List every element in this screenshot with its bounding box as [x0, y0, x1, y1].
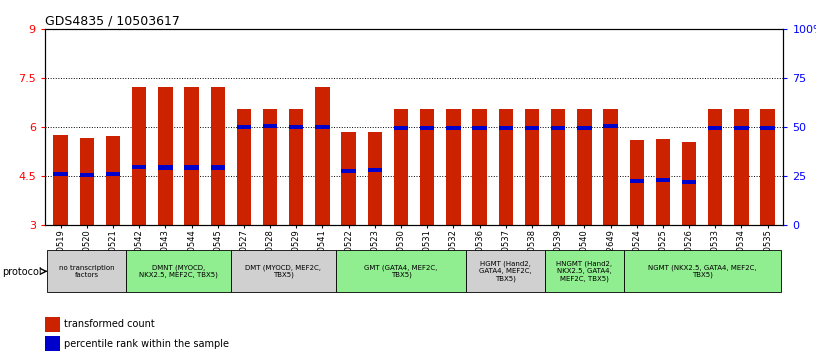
Bar: [629, 140, 644, 225]
Bar: [158, 166, 172, 170]
Bar: [603, 124, 618, 128]
Bar: [420, 109, 434, 225]
Bar: [106, 136, 120, 225]
Bar: [126, 250, 231, 292]
Bar: [734, 126, 748, 130]
Bar: [467, 250, 545, 292]
Bar: [45, 317, 60, 332]
Bar: [761, 109, 775, 225]
Bar: [263, 109, 277, 225]
Bar: [394, 126, 408, 130]
Bar: [446, 126, 460, 130]
Bar: [315, 87, 330, 225]
Text: HNGMT (Hand2,
NKX2.5, GATA4,
MEF2C, TBX5): HNGMT (Hand2, NKX2.5, GATA4, MEF2C, TBX5…: [557, 261, 612, 282]
Bar: [211, 166, 225, 170]
Bar: [545, 250, 623, 292]
Bar: [551, 126, 565, 130]
Text: percentile rank within the sample: percentile rank within the sample: [64, 339, 228, 349]
Text: GMT (GATA4, MEF2C,
TBX5): GMT (GATA4, MEF2C, TBX5): [364, 264, 437, 278]
Bar: [708, 109, 722, 225]
Bar: [420, 126, 434, 130]
Bar: [45, 336, 60, 351]
Bar: [53, 172, 68, 176]
Bar: [577, 109, 592, 225]
Bar: [335, 250, 467, 292]
Text: no transcription
factors: no transcription factors: [59, 265, 114, 278]
Bar: [315, 125, 330, 129]
Bar: [132, 87, 146, 225]
Bar: [341, 132, 356, 225]
Text: transformed count: transformed count: [64, 319, 154, 329]
Text: NGMT (NKX2.5, GATA4, MEF2C,
TBX5): NGMT (NKX2.5, GATA4, MEF2C, TBX5): [648, 264, 756, 278]
Bar: [472, 126, 487, 130]
Bar: [446, 109, 460, 225]
Bar: [623, 250, 781, 292]
Text: DMT (MYOCD, MEF2C,
TBX5): DMT (MYOCD, MEF2C, TBX5): [245, 264, 322, 278]
Bar: [263, 124, 277, 128]
Bar: [368, 168, 382, 172]
Bar: [80, 173, 94, 177]
Bar: [158, 87, 172, 225]
Bar: [761, 126, 775, 130]
Bar: [656, 178, 670, 182]
Bar: [708, 126, 722, 130]
Bar: [237, 125, 251, 129]
Bar: [184, 87, 199, 225]
Bar: [106, 172, 120, 176]
Bar: [341, 169, 356, 173]
Bar: [289, 125, 304, 129]
Bar: [525, 126, 539, 130]
Bar: [656, 139, 670, 225]
Bar: [289, 109, 304, 225]
Bar: [53, 135, 68, 225]
Bar: [132, 165, 146, 169]
Bar: [525, 109, 539, 225]
Bar: [368, 132, 382, 225]
Text: protocol: protocol: [2, 266, 42, 277]
Bar: [577, 126, 592, 130]
Bar: [734, 109, 748, 225]
Bar: [603, 109, 618, 225]
Bar: [80, 138, 94, 225]
Bar: [237, 109, 251, 225]
Bar: [499, 109, 513, 225]
Bar: [629, 179, 644, 183]
Bar: [394, 109, 408, 225]
Bar: [551, 109, 565, 225]
Bar: [682, 180, 696, 184]
Bar: [231, 250, 335, 292]
Text: DMNT (MYOCD,
NKX2.5, MEF2C, TBX5): DMNT (MYOCD, NKX2.5, MEF2C, TBX5): [139, 264, 218, 278]
Bar: [211, 87, 225, 225]
Text: HGMT (Hand2,
GATA4, MEF2C,
TBX5): HGMT (Hand2, GATA4, MEF2C, TBX5): [480, 261, 532, 282]
Bar: [472, 109, 487, 225]
Bar: [499, 126, 513, 130]
Text: GDS4835 / 10503617: GDS4835 / 10503617: [45, 15, 180, 28]
Bar: [682, 142, 696, 225]
Bar: [47, 250, 126, 292]
Bar: [184, 166, 199, 170]
